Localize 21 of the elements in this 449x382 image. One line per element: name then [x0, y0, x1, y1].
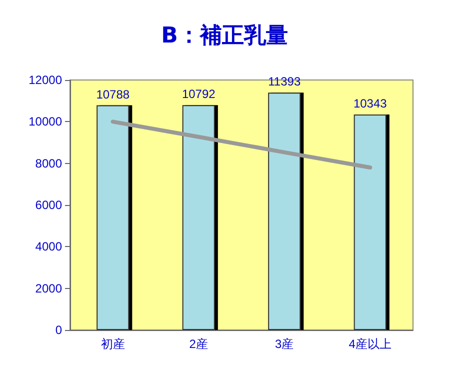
y-tick-label: 6000: [35, 198, 62, 212]
bar: [354, 114, 386, 330]
y-tick-label: 12000: [28, 73, 62, 87]
data-label: 10788: [96, 87, 130, 102]
y-tick-label: 2000: [35, 281, 62, 296]
bar: [268, 92, 301, 330]
x-tick-label: 初産: [100, 337, 125, 351]
data-label: 11393: [268, 74, 301, 89]
x-tick-label: 4産以上: [348, 337, 392, 351]
y-tick-label: 8000: [35, 156, 62, 170]
bar: [182, 105, 215, 330]
x-tick-label: 2産: [189, 337, 208, 351]
bar: [96, 105, 130, 330]
data-label: 10792: [182, 87, 216, 102]
y-tick-label: 4000: [35, 240, 62, 254]
y-tick-label: 10000: [28, 114, 62, 129]
line-series: [110, 120, 372, 170]
chart-title: B：補正乳量: [161, 24, 288, 48]
y-tick-label: 0: [55, 323, 62, 337]
x-tick-label: 3産: [275, 337, 294, 351]
data-label: 10343: [353, 96, 388, 111]
